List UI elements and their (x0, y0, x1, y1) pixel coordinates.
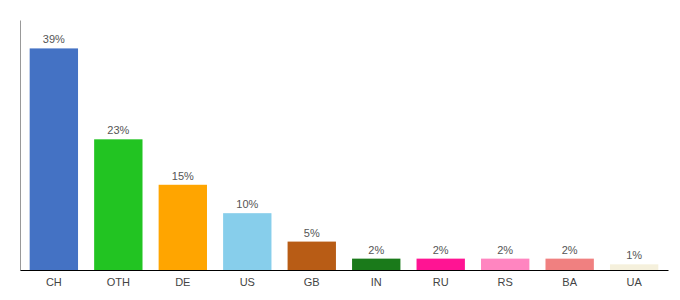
data-labels: 39% 23% 15% 10% 5% 2% 2% 2% 2% 1% (43, 33, 642, 261)
bar (159, 185, 207, 270)
y-axis-line (20, 21, 21, 271)
data-label: 23% (107, 124, 129, 136)
x-tick-label: DE (175, 276, 190, 288)
x-tick-label: GB (304, 276, 320, 288)
x-tick: GB (304, 276, 320, 288)
data-label: 2% (433, 244, 449, 256)
data-label: 10% (236, 198, 258, 210)
data-label: 5% (304, 227, 320, 239)
data-label: 2% (368, 244, 384, 256)
bar (223, 213, 271, 270)
x-tick: DE (175, 276, 190, 288)
data-label: 2% (497, 244, 513, 256)
x-tick: RU (433, 276, 449, 288)
x-tick-label: US (240, 276, 255, 288)
x-tick: OTH (107, 276, 130, 288)
y-axis (20, 21, 21, 271)
bar (417, 259, 465, 270)
data-label: 15% (172, 170, 194, 182)
x-tick-label: CH (46, 276, 62, 288)
x-axis: CH OTH DE US GB IN RU RS BA UA (21, 271, 669, 288)
x-tick: IN (371, 276, 382, 288)
x-tick: RS (498, 276, 513, 288)
bar (610, 264, 658, 270)
x-tick: CH (46, 276, 62, 288)
x-tick: US (240, 276, 255, 288)
x-tick-label: RU (433, 276, 449, 288)
bar (288, 242, 336, 270)
bar (30, 48, 78, 270)
plot: CH OTH DE US GB IN RU RS BA UA 39% 23% 15% 10% 5% 2% 2% 2… (21, 21, 669, 288)
x-tick-label: UA (627, 276, 643, 288)
chart: CH OTH DE US GB IN RU RS BA UA 39% 23% 15% 10% 5% 2% 2% 2… (0, 0, 680, 300)
x-tick-label: RS (498, 276, 513, 288)
bar (545, 259, 593, 270)
x-tick-label: OTH (107, 276, 130, 288)
x-axis-line (21, 270, 669, 271)
x-tick-label: BA (562, 276, 577, 288)
bar (481, 259, 529, 270)
data-label: 1% (626, 249, 642, 261)
bar (352, 259, 400, 270)
bars (30, 48, 659, 270)
bar (94, 139, 142, 270)
x-tick: UA (627, 276, 643, 288)
data-label: 2% (562, 244, 578, 256)
x-tick: BA (562, 276, 577, 288)
x-tick-label: IN (371, 276, 382, 288)
data-label: 39% (43, 33, 65, 45)
